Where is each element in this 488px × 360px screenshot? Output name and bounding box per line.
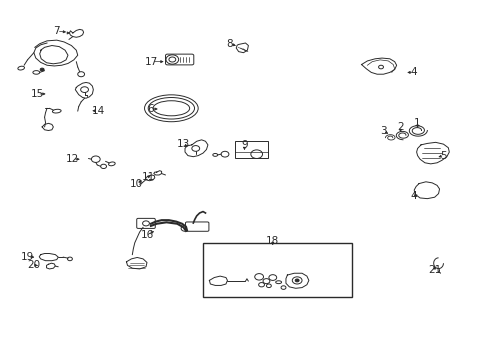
Text: 5: 5 <box>439 150 446 161</box>
Text: 1: 1 <box>413 118 420 128</box>
Text: 13: 13 <box>177 139 190 149</box>
Circle shape <box>295 279 299 282</box>
Text: 16: 16 <box>140 230 153 239</box>
Text: 6: 6 <box>147 104 154 114</box>
Text: 14: 14 <box>91 106 104 116</box>
FancyBboxPatch shape <box>185 222 208 231</box>
Text: 7: 7 <box>53 26 60 36</box>
Circle shape <box>40 68 44 71</box>
FancyBboxPatch shape <box>165 54 193 65</box>
Text: 10: 10 <box>129 179 142 189</box>
Text: 18: 18 <box>265 236 279 246</box>
Text: 17: 17 <box>145 57 158 67</box>
Text: 20: 20 <box>27 260 41 270</box>
Text: 12: 12 <box>66 154 80 164</box>
Bar <box>234 140 267 158</box>
Text: 3: 3 <box>380 126 386 136</box>
Text: 15: 15 <box>31 89 44 99</box>
Polygon shape <box>236 43 248 53</box>
Text: 4: 4 <box>410 67 417 77</box>
Text: 19: 19 <box>21 252 34 262</box>
Text: 21: 21 <box>427 265 440 275</box>
Text: 8: 8 <box>226 39 233 49</box>
Bar <box>203 243 351 297</box>
Text: 2: 2 <box>396 122 403 132</box>
Text: 9: 9 <box>241 140 247 150</box>
Text: 11: 11 <box>141 172 154 182</box>
FancyBboxPatch shape <box>137 219 155 228</box>
Text: 4: 4 <box>410 191 417 201</box>
